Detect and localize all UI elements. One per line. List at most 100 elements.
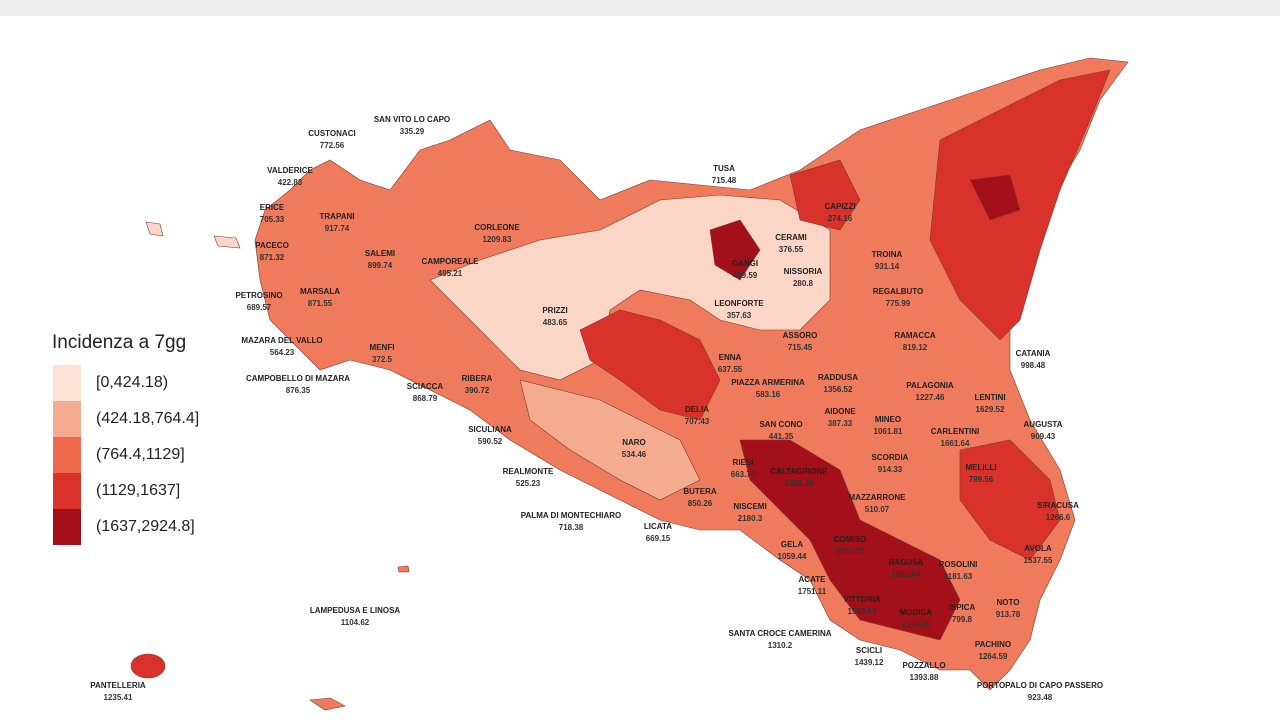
- town-name: SIRACUSA: [1037, 501, 1079, 510]
- legend-swatch: [53, 401, 81, 437]
- region-north: [789, 159, 861, 231]
- town-name: CAMPOBELLO DI MAZARA: [246, 374, 350, 383]
- town-value: 495.21: [438, 269, 463, 278]
- town-name: RIESI: [733, 458, 754, 467]
- town-name: MARSALA: [300, 287, 340, 296]
- town-name: CAMPOREALE: [422, 257, 480, 266]
- town-name: CORLEONE: [474, 223, 520, 232]
- town-value: 819.12: [903, 343, 928, 352]
- town-name: MODICA: [900, 608, 933, 617]
- town-name: CARLENTINI: [931, 427, 979, 436]
- town-name: ISPICA: [949, 603, 976, 612]
- town-value: 931.14: [875, 262, 900, 271]
- town-value: 1661.64: [941, 439, 970, 448]
- town-value: 564.23: [270, 348, 295, 357]
- town-name: SANTA CROCE CAMERINA: [728, 629, 831, 638]
- town-name: GELA: [781, 540, 803, 549]
- town-name: LEONFORTE: [714, 299, 764, 308]
- town-value: 1601.64: [892, 570, 921, 579]
- town-value: 799.56: [969, 475, 994, 484]
- town-name: PRIZZI: [542, 306, 567, 315]
- town-name: SAN VITO LO CAPO: [374, 115, 450, 124]
- town-value: 669.15: [646, 534, 671, 543]
- town-value: 663.74: [731, 470, 756, 479]
- town-value: 1580.63: [848, 607, 877, 616]
- region-siracusa: [959, 439, 1061, 561]
- legend-swatch: [53, 509, 81, 545]
- town-value: 998.48: [1021, 361, 1046, 370]
- town-value: 914.33: [878, 465, 903, 474]
- town-name: ENNA: [719, 353, 742, 362]
- town-name: DELIA: [685, 405, 709, 414]
- region-light: [519, 379, 701, 501]
- town-name: CATANIA: [1016, 349, 1051, 358]
- top-bar: [0, 0, 1280, 16]
- town-value: 718.38: [559, 523, 584, 532]
- town-name: TUSA: [713, 164, 735, 173]
- town-name: POZZALLO: [902, 661, 945, 670]
- town-name: PORTOPALO DI CAPO PASSERO: [977, 681, 1103, 690]
- town-value: 387.33: [828, 419, 853, 428]
- town-value: 590.52: [478, 437, 503, 446]
- town-name: SALEMI: [365, 249, 395, 258]
- region-northeast-dark: [969, 174, 1021, 221]
- town-name: MINEO: [875, 415, 901, 424]
- town-value: 1235.41: [104, 693, 133, 702]
- region-gangi: [709, 219, 761, 281]
- legend-label: (1637,2924.8]: [96, 518, 195, 535]
- town-value: 483.65: [543, 318, 568, 327]
- legend-swatch: [53, 473, 81, 509]
- town-value: 871.55: [308, 299, 333, 308]
- town-name: RAGUSA: [889, 558, 924, 567]
- town-value: 917.74: [325, 224, 350, 233]
- town-value: 1310.2: [768, 641, 793, 650]
- region-red: [579, 309, 721, 421]
- town-value: 1629.52: [976, 405, 1005, 414]
- town-value: 909.43: [1031, 432, 1056, 441]
- town-name: BUTERA: [683, 487, 717, 496]
- town-value: 876.35: [286, 386, 311, 395]
- sicily-map: [130, 57, 1129, 711]
- town-name: LAMPEDUSA E LINOSA: [310, 606, 401, 615]
- town-name: SICULIANA: [468, 425, 512, 434]
- town-value: 1356.52: [824, 385, 853, 394]
- legend-title: Incidenza a 7gg: [52, 332, 186, 353]
- town-value: 1227.46: [916, 393, 945, 402]
- town-name: TROINA: [872, 250, 903, 259]
- town-name: MAZZARRONE: [849, 493, 907, 502]
- town-value: 799.8: [952, 615, 973, 624]
- town-value: 429.59: [733, 271, 758, 280]
- town-name: PANTELLERIA: [90, 681, 146, 690]
- legend-swatch: [53, 437, 81, 473]
- town-name: ROSOLINI: [939, 560, 978, 569]
- town-value: 871.32: [260, 253, 285, 262]
- town-name: PETROSINO: [235, 291, 282, 300]
- town-name: TRAPANI: [320, 212, 355, 221]
- town-name: AIDONE: [824, 407, 856, 416]
- town-labels: SAN VITO LO CAPO 335.29 CUSTONACI 772.56 VAL…: [90, 115, 1103, 702]
- town-name: AVOLA: [1024, 544, 1052, 553]
- legend-label: (764.4,1129]: [96, 446, 185, 463]
- town-name: REGALBUTO: [873, 287, 924, 296]
- legend-label: [0,424.18): [96, 374, 168, 391]
- town-value: 422.83: [278, 178, 303, 187]
- town-value: 2351.72: [836, 547, 865, 556]
- town-value: 913.78: [996, 610, 1021, 619]
- town-name: PIAZZA ARMERINA: [731, 378, 805, 387]
- town-value: 715.48: [712, 176, 737, 185]
- town-name: VITTORIA: [843, 595, 880, 604]
- legend-label: (1129,1637]: [96, 482, 180, 499]
- town-name: SCICLI: [856, 646, 882, 655]
- town-name: CAPIZZI: [824, 202, 855, 211]
- town-value: 772.56: [320, 141, 345, 150]
- town-name: SAN CONO: [759, 420, 802, 429]
- town-value: 1751.11: [798, 587, 827, 596]
- town-value: 705.33: [260, 215, 285, 224]
- town-value: 357.63: [727, 311, 752, 320]
- town-value: 525.23: [516, 479, 541, 488]
- town-value: 1059.44: [778, 552, 807, 561]
- lampedusa: [397, 565, 410, 573]
- town-value: 1537.55: [1024, 556, 1053, 565]
- town-value: 510.07: [865, 505, 890, 514]
